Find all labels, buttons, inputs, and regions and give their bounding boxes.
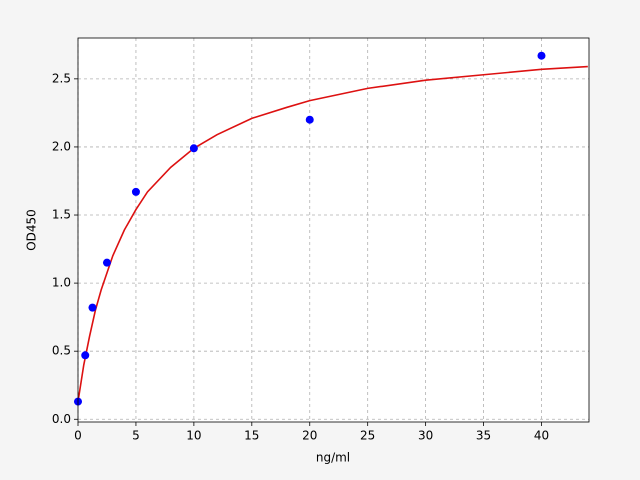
x-tick-label: 0 [74,429,82,443]
x-tick-label: 20 [302,429,317,443]
x-tick-label: 30 [418,429,433,443]
data-point [305,115,314,124]
data-point [537,51,546,60]
x-tick-label: 15 [244,429,259,443]
data-point [102,258,111,267]
y-tick-label: 2.0 [52,139,71,153]
x-tick-label: 5 [132,429,140,443]
data-point [189,144,198,153]
data-point [88,303,97,312]
y-tick-label: 0.0 [52,412,71,426]
y-tick-label: 0.5 [52,344,71,358]
y-tick-label: 1.0 [52,276,71,290]
x-tick-label: 35 [476,429,491,443]
y-axis-label: OD450 [25,209,39,251]
y-tick-label: 2.5 [52,71,71,85]
plot-area [78,38,589,422]
x-axis-label: ng/ml [316,451,350,465]
x-tick-label: 25 [360,429,375,443]
plot-frame [77,37,590,423]
x-tick-label: 10 [186,429,201,443]
data-point [131,187,140,196]
data-point [81,351,90,360]
x-tick-label: 40 [534,429,549,443]
y-tick-label: 1.5 [52,208,71,222]
